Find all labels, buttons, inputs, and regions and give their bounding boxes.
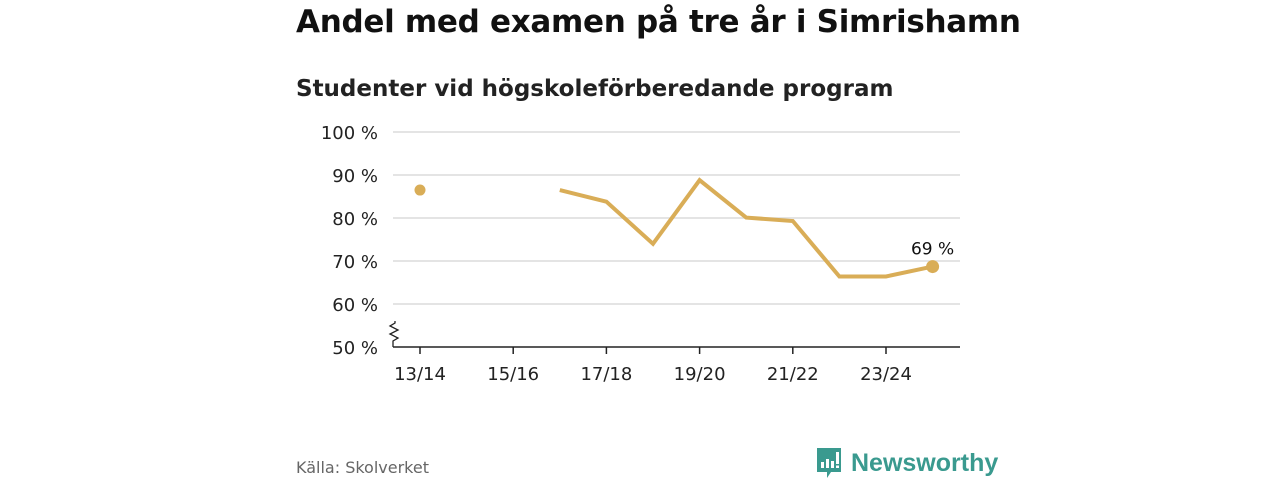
chart-title: Andel med examen på tre år i Simrishamn — [296, 4, 1021, 40]
brand-name: Newsworthy — [851, 448, 999, 477]
y-tick-label: 80 % — [332, 209, 378, 230]
x-tick-label: 23/24 — [860, 364, 912, 385]
data-point — [414, 184, 426, 196]
y-tick-label: 50 % — [332, 338, 378, 359]
last-data-point — [926, 260, 940, 274]
y-tick-label: 90 % — [332, 166, 378, 187]
x-tick-label: 13/14 — [394, 364, 446, 385]
chart-subtitle: Studenter vid högskoleförberedande progr… — [296, 76, 894, 102]
y-tick-label: 60 % — [332, 295, 378, 316]
series-line — [559, 177, 934, 279]
y-tick-label: 100 % — [321, 123, 378, 144]
x-tick-label: 21/22 — [767, 364, 819, 385]
newsworthy-logo: Newsworthy — [815, 446, 998, 480]
x-tick-label: 15/16 — [487, 364, 539, 385]
axis-break-icon — [388, 321, 400, 347]
data-label: 69 % — [911, 240, 954, 260]
x-tick-label: 17/18 — [580, 364, 632, 385]
y-tick-label: 70 % — [332, 252, 378, 273]
source-label: Källa: Skolverket — [296, 458, 429, 477]
newsworthy-logo-icon — [817, 448, 841, 478]
x-tick-label: 19/20 — [674, 364, 726, 385]
